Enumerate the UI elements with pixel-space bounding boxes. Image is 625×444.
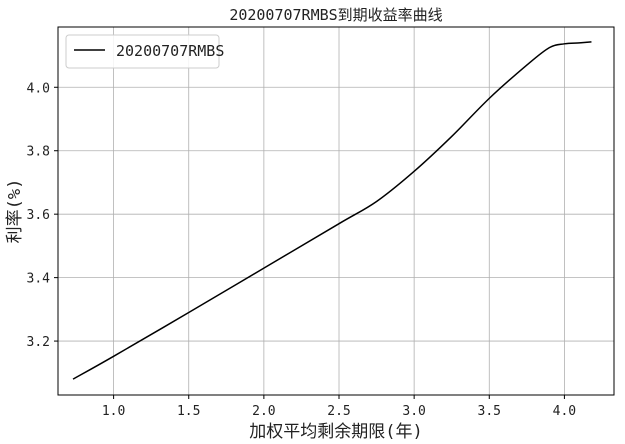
- x-tick-label: 3.5: [478, 404, 501, 419]
- x-tick-label: 2.5: [327, 404, 350, 419]
- y-tick-label: 3.4: [27, 272, 51, 287]
- x-axis-label: 加权平均剩余期限(年): [249, 422, 422, 442]
- x-axis: 1.0 1.5 2.0 2.5 3.0 3.5 4.0: [102, 395, 576, 419]
- legend: 20200707RMBS: [65, 34, 224, 69]
- y-tick-label: 4.0: [27, 81, 50, 96]
- chart-title: 20200707RMBS到期收益率曲线: [229, 6, 442, 24]
- y-tick-label: 3.8: [27, 145, 50, 160]
- plot-frame: [57, 26, 615, 396]
- legend-label: 20200707RMBS: [116, 42, 224, 60]
- series-layer: [72, 41, 592, 380]
- x-tick-label: 1.0: [102, 404, 125, 419]
- y-tick-label: 3.2: [27, 335, 50, 350]
- legend-frame: [65, 34, 220, 69]
- y-axis-label: 利率(%): [5, 179, 25, 244]
- y-tick-label: 3.6: [27, 208, 50, 223]
- x-tick-label: 4.0: [553, 404, 576, 419]
- x-tick-label: 2.0: [252, 404, 275, 419]
- x-tick-label: 1.5: [177, 404, 200, 419]
- series-line: [72, 41, 592, 380]
- x-tick-label: 3.0: [402, 404, 425, 419]
- y-axis: 3.2 3.4 3.6 3.8 4.0: [27, 81, 58, 350]
- grid: [58, 27, 614, 395]
